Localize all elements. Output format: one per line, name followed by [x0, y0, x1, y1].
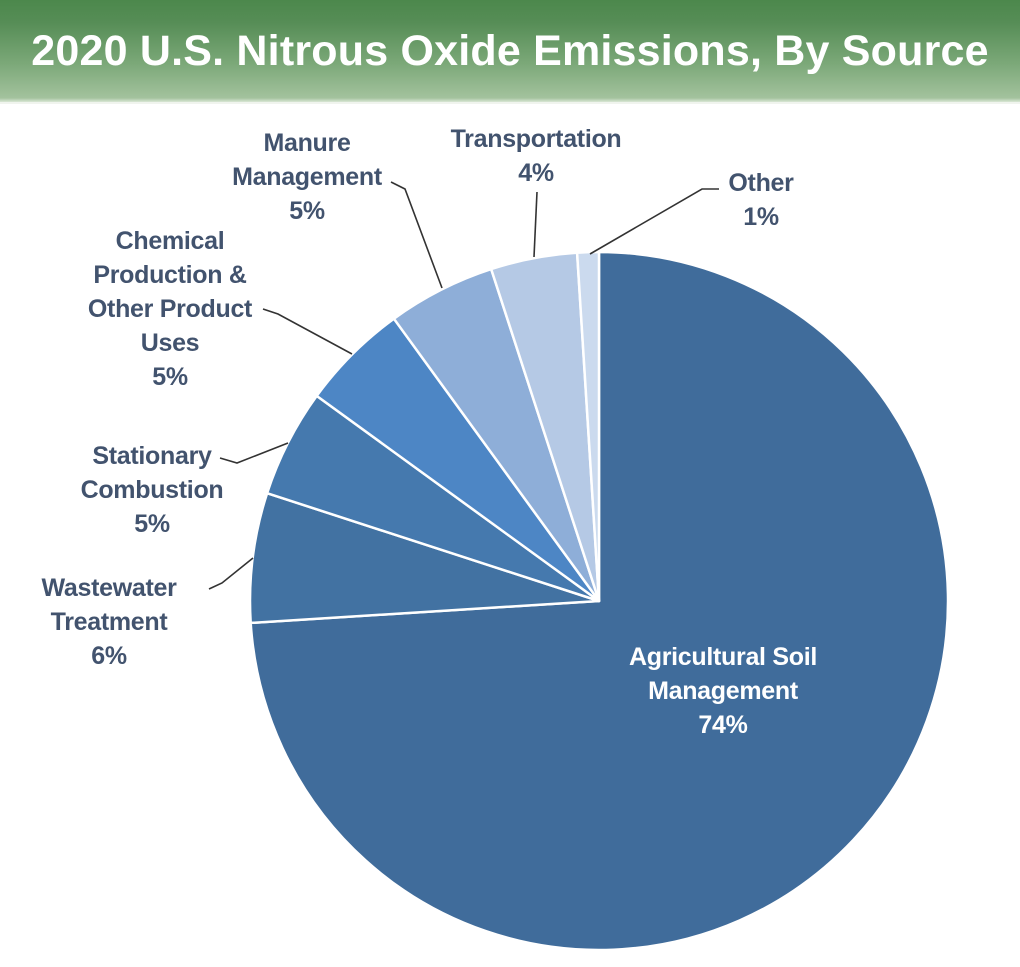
- slice-label-line: Manure: [263, 129, 351, 157]
- slice-label-line: 5%: [134, 510, 170, 538]
- slice-label-line: 74%: [698, 711, 748, 739]
- slice-label-line: Management: [232, 163, 382, 191]
- slice-label-line: 5%: [289, 197, 325, 225]
- chart-title-banner: 2020 U.S. Nitrous Oxide Emissions, By So…: [0, 0, 1020, 104]
- slice-label-line: 1%: [743, 203, 779, 231]
- leader-line-transportation: [533, 191, 538, 258]
- slice-label-line: Treatment: [50, 608, 168, 636]
- chart-title: 2020 U.S. Nitrous Oxide Emissions, By So…: [31, 26, 989, 75]
- slice-label-line: 5%: [152, 363, 188, 391]
- leader-line-chemical-production-other-product-uses: [262, 308, 353, 355]
- slice-label-wastewater-treatment: Wastewater Treatment 6%: [41, 571, 176, 673]
- slice-label-stationary-combustion: Stationary Combustion 5%: [81, 439, 224, 541]
- slice-label-line: 6%: [91, 642, 127, 670]
- slice-label-line: Wastewater: [41, 574, 177, 602]
- slice-label-chemical-production-other-product-uses: Chemical Production & Other Product Uses 5%: [88, 224, 252, 394]
- slice-label-line: Agricultural Soil: [629, 643, 817, 671]
- leader-line-stationary-combustion: [219, 442, 289, 464]
- slice-label-line: Other Product: [87, 295, 253, 323]
- slice-label-other: Other 1%: [728, 166, 793, 234]
- slice-label-line: Transportation: [450, 125, 622, 153]
- slice-label-line: Uses: [140, 329, 200, 357]
- leader-line-wastewater-treatment: [208, 557, 254, 590]
- slice-label-line: 4%: [518, 159, 554, 187]
- slice-label-agricultural-soil-management: Agricultural Soil Management 74%: [629, 640, 817, 742]
- pie-slice-wastewater-treatment: [248, 491, 601, 625]
- slice-label-line: Chemical: [115, 227, 225, 255]
- pie-slice-other: [575, 250, 601, 603]
- slice-label-transportation: Transportation 4%: [451, 122, 622, 190]
- slice-label-line: Management: [648, 677, 798, 705]
- slice-label-line: Other: [728, 169, 794, 197]
- leader-line-manure-management: [390, 181, 443, 289]
- slice-label-line: Production &: [93, 261, 247, 289]
- slice-label-line: Stationary: [92, 442, 212, 470]
- leader-line-other: [589, 188, 719, 255]
- slice-label-manure-management: Manure Management 5%: [232, 126, 382, 228]
- slice-label-line: Combustion: [80, 476, 224, 504]
